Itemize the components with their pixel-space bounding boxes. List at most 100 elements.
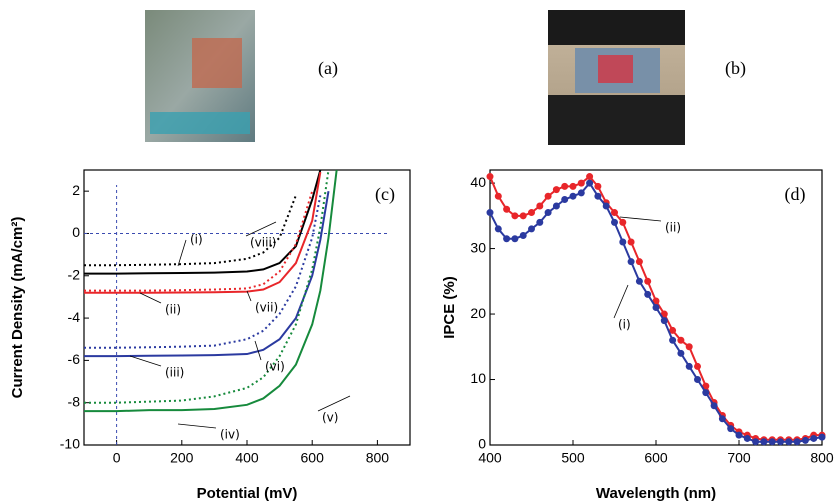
x-tick-label: 500 [561,450,585,466]
marker [545,209,552,216]
marker [628,258,635,265]
series-label: (i) [190,233,203,247]
marker [503,235,510,242]
photo-label: (b) [725,58,746,79]
y-axis-label: IPCE (%) [441,276,458,339]
series-label: (vi) [265,360,285,374]
y-axis-label: Current Density (mA/cm²) [9,217,26,399]
marker [619,219,626,226]
series-label: (iv) [220,428,240,442]
series-line [84,195,320,347]
x-tick-label: 800 [810,450,834,466]
marker [570,193,577,200]
marker [686,363,693,370]
marker [644,291,651,298]
marker [769,438,776,445]
marker [752,438,759,445]
marker [611,209,618,216]
photo-a [145,10,255,142]
figure: (a) (b) 0200400600800-10-8-6-4-202Potent… [0,0,835,504]
marker [628,239,635,246]
marker [794,438,801,445]
x-tick-label: 400 [478,450,502,466]
marker [810,435,817,442]
marker [694,363,701,370]
marker [677,337,684,344]
marker [677,350,684,357]
marker [636,258,643,265]
marker [520,232,527,239]
y-tick-label: 40 [470,174,486,190]
marker [503,206,510,213]
marker [586,173,593,180]
marker [686,343,693,350]
x-tick-label: 800 [366,450,390,466]
marker [744,435,751,442]
marker [553,203,560,210]
marker [561,196,568,203]
series-line [84,170,320,274]
series-label: (vii) [255,301,278,315]
marker [694,376,701,383]
marker [594,183,601,190]
series-label: (iii) [165,366,184,380]
marker [487,173,494,180]
marker [719,415,726,422]
marker [644,278,651,285]
x-tick-label: 700 [727,450,751,466]
y-tick-label: 30 [470,239,486,255]
x-tick-label: 600 [644,450,668,466]
label-arrow [620,217,661,221]
y-tick-label: 0 [478,436,486,452]
y-tick-label: -4 [68,309,81,325]
series-line [84,195,296,265]
marker [578,180,585,187]
label-arrow [140,293,161,303]
y-tick-label: -8 [68,393,81,409]
x-tick-label: 200 [170,450,194,466]
marker [819,434,826,441]
series-label: (i) [618,318,631,332]
marker [802,437,809,444]
y-tick-label: 2 [72,182,80,198]
panel-label: (c) [375,184,395,205]
marker [570,183,577,190]
label-arrow [247,291,251,301]
series-label: (viii) [250,236,276,250]
label-arrow [130,356,161,366]
marker [760,438,767,445]
series-label: (ii) [665,221,681,235]
marker [520,212,527,219]
marker [511,235,518,242]
label-arrow [614,285,628,318]
marker [545,193,552,200]
x-tick-label: 600 [301,450,325,466]
marker [636,278,643,285]
marker [736,432,743,439]
photo-b [548,10,685,145]
marker [536,219,543,226]
marker [528,225,535,232]
series-label: (ii) [165,303,181,317]
marker [495,193,502,200]
marker [727,425,734,432]
series-line [84,170,329,403]
marker [561,183,568,190]
label-arrow [318,396,350,411]
marker [594,193,601,200]
marker [619,239,626,246]
marker [702,389,709,396]
marker [578,189,585,196]
y-tick-label: -6 [68,351,81,367]
x-tick-label: 400 [235,450,259,466]
marker [495,225,502,232]
y-tick-label: 0 [72,224,80,240]
y-tick-label: 10 [470,370,486,386]
y-tick-label: -10 [60,436,80,452]
marker [777,438,784,445]
photo-label: (a) [318,58,338,79]
x-axis-label: Wavelength (nm) [596,485,716,502]
y-tick-label: -2 [68,266,81,282]
marker [711,402,718,409]
marker [669,337,676,344]
